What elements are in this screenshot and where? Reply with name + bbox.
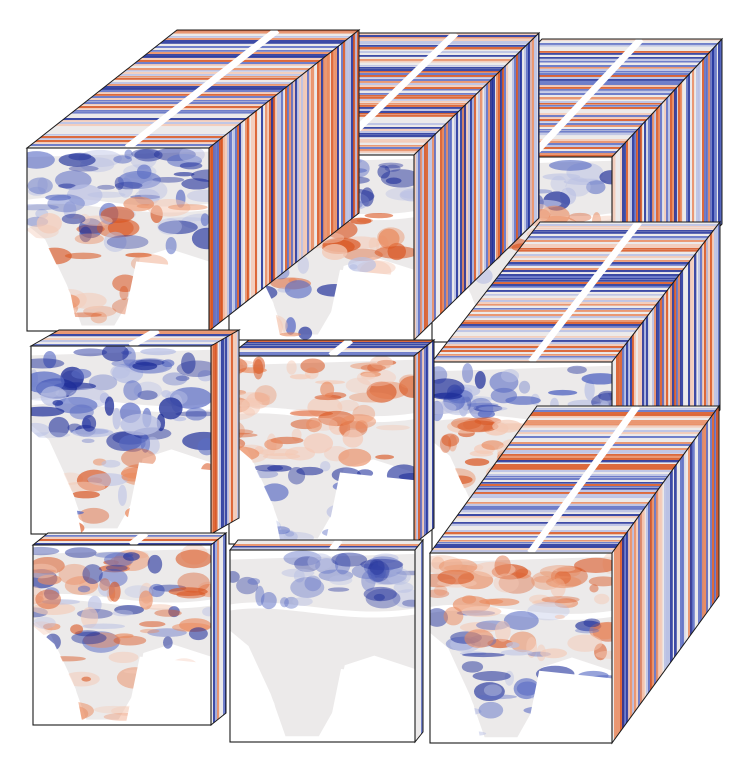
cube-r1-c0: [29, 329, 241, 535]
cube-side-face: [413, 338, 435, 546]
cube-r2-c2: [429, 404, 720, 745]
cube-r2-c0: [31, 531, 228, 727]
cube-front-face-map: [30, 345, 212, 535]
cube-top-face: [31, 532, 228, 546]
cube-top-face: [228, 539, 425, 551]
cube-r0-c0: [25, 28, 361, 333]
cube-top-face: [430, 221, 722, 363]
cube-side-face: [413, 31, 540, 342]
cube-top-face: [429, 405, 720, 554]
cube-front-face-map: [229, 549, 416, 743]
cube-top-face: [227, 339, 436, 357]
cube-side-face: [414, 538, 424, 744]
cube-side-face: [210, 329, 240, 535]
cube-side-face: [210, 531, 227, 727]
cube-side-face: [611, 404, 720, 745]
cube-front-face-map: [26, 147, 210, 332]
cube-side-face: [208, 28, 360, 333]
cube-front-face-map: [32, 544, 212, 726]
cube-top-face: [29, 329, 241, 347]
cube-r2-c1: [228, 538, 425, 744]
cube-top-face: [25, 29, 361, 149]
cube-r1-c1: [227, 338, 436, 546]
cube-front-face-map: [429, 552, 613, 744]
cube-front-face-map: [228, 355, 415, 545]
